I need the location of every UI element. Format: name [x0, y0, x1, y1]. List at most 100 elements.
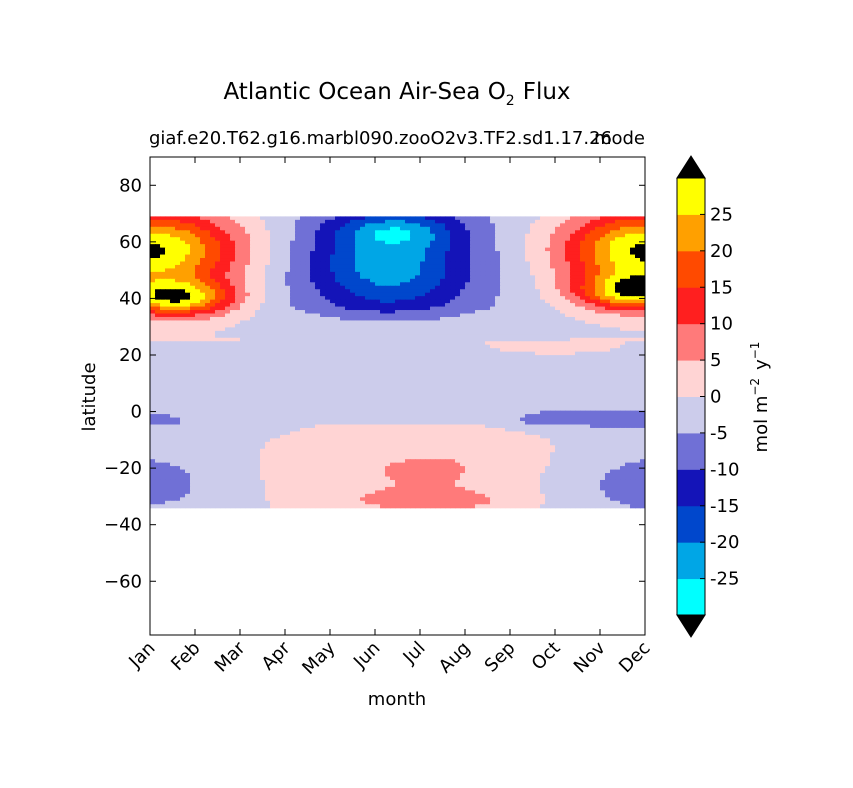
- contour-cell: [510, 337, 516, 342]
- contour-cell: [425, 341, 431, 346]
- contour-cell: [485, 365, 491, 370]
- contour-cell: [525, 310, 531, 315]
- contour-cell: [370, 375, 376, 380]
- contour-cell: [640, 310, 645, 315]
- contour-cell: [510, 355, 516, 360]
- contour-cell: [155, 254, 161, 259]
- contour-cell: [505, 219, 511, 224]
- contour-cell: [350, 316, 356, 322]
- contour-cell: [550, 316, 556, 322]
- contour-cell: [535, 379, 541, 384]
- contour-cell: [590, 258, 596, 263]
- contour-cell: [475, 271, 481, 276]
- contour-cell: [245, 327, 251, 332]
- contour-cell: [310, 282, 316, 287]
- contour-cell: [580, 386, 586, 391]
- contour-cell: [365, 292, 371, 297]
- contour-cell: [180, 362, 186, 367]
- contour-cell: [410, 316, 416, 322]
- contour-cell: [450, 226, 456, 231]
- contour-cell: [175, 369, 181, 374]
- contour-cell: [585, 375, 591, 380]
- contour-cell: [210, 264, 216, 270]
- contour-cell: [215, 237, 221, 242]
- contour-cell: [605, 268, 611, 273]
- contour-cell: [640, 289, 645, 294]
- contour-cell: [405, 379, 411, 384]
- contour-cell: [460, 244, 466, 249]
- contour-cell: [220, 278, 226, 283]
- contour-cell: [320, 323, 326, 328]
- contour-cell: [390, 379, 396, 384]
- contour-cell: [300, 379, 306, 384]
- contour-cell: [360, 216, 366, 221]
- contour-cell: [560, 316, 566, 322]
- contour-cell: [170, 306, 176, 311]
- contour-cell: [500, 223, 506, 228]
- contour-cell: [335, 247, 341, 252]
- contour-cell: [505, 292, 511, 297]
- contour-cell: [420, 375, 426, 380]
- contour-cell: [535, 375, 541, 380]
- contour-cell: [400, 344, 406, 349]
- contour-cell: [340, 299, 346, 304]
- contour-cell: [340, 369, 346, 374]
- contour-cell: [495, 334, 501, 339]
- contour-cell: [610, 247, 616, 252]
- contour-cell: [635, 254, 641, 259]
- contour-cell: [535, 369, 541, 374]
- contour-cell: [600, 247, 606, 252]
- contour-cell: [205, 244, 211, 249]
- contour-cell: [265, 386, 271, 391]
- contour-cell: [505, 330, 511, 335]
- contour-cell: [610, 296, 616, 301]
- contour-cell: [345, 226, 351, 231]
- contour-cell: [600, 254, 606, 259]
- contour-cell: [480, 382, 486, 387]
- contour-cell: [270, 268, 276, 273]
- contour-cell: [345, 323, 351, 328]
- contour-cell: [350, 230, 356, 235]
- contour-cell: [295, 323, 301, 328]
- contour-cell: [365, 348, 371, 353]
- contour-cell: [170, 334, 176, 339]
- contour-cell: [465, 313, 471, 318]
- contour-cell: [240, 230, 246, 235]
- contour-cell: [585, 306, 591, 311]
- contour-cell: [545, 240, 551, 245]
- contour-cell: [485, 362, 491, 367]
- contour-cell: [260, 261, 266, 266]
- contour-cell: [510, 382, 516, 387]
- contour-cell: [410, 264, 416, 270]
- contour-cell: [255, 382, 261, 387]
- contour-cell: [565, 285, 571, 290]
- contour-cell: [600, 362, 606, 367]
- contour-cell: [160, 230, 166, 235]
- contour-cell: [440, 330, 446, 335]
- contour-cell: [270, 362, 276, 367]
- contour-cell: [270, 278, 276, 283]
- contour-cell: [380, 251, 386, 256]
- contour-cell: [280, 278, 286, 283]
- contour-cell: [625, 299, 631, 304]
- contour-cell: [265, 233, 271, 238]
- contour-cell: [530, 327, 536, 332]
- contour-cell: [195, 351, 201, 356]
- contour-cell: [225, 358, 231, 363]
- contour-cell: [205, 320, 211, 325]
- contour-cell: [545, 313, 551, 318]
- contour-cell: [190, 337, 196, 342]
- contour-cell: [410, 375, 416, 380]
- contour-cell: [235, 244, 241, 249]
- contour-cell: [215, 292, 221, 297]
- contour-cell: [420, 306, 426, 311]
- contour-cell: [370, 306, 376, 311]
- contour-cell: [525, 344, 531, 349]
- contour-cell: [560, 372, 566, 377]
- contour-cell: [635, 230, 641, 235]
- contour-cell: [445, 289, 451, 294]
- contour-cell: [505, 362, 511, 367]
- contour-cell: [370, 323, 376, 328]
- contour-cell: [310, 223, 316, 228]
- contour-cell: [235, 306, 241, 311]
